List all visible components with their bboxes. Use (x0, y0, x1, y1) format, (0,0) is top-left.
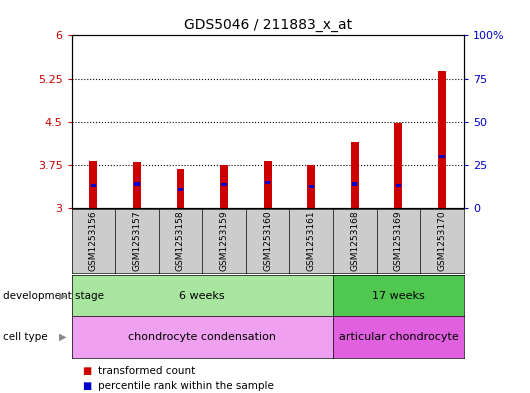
Bar (307, 165, 315, 208)
Text: ▶: ▶ (59, 291, 66, 301)
Text: transformed count: transformed count (98, 366, 195, 376)
Text: chondrocyte condensation: chondrocyte condensation (128, 332, 276, 342)
Text: GSM1253168: GSM1253168 (350, 211, 359, 272)
Bar (438, 71, 446, 208)
Text: GSM1253159: GSM1253159 (219, 211, 228, 272)
Text: ■: ■ (82, 381, 91, 391)
Text: GSM1253161: GSM1253161 (307, 211, 316, 272)
Bar (265, 181, 270, 184)
Bar (396, 184, 401, 187)
Text: GSM1253158: GSM1253158 (176, 211, 185, 272)
Bar (222, 183, 227, 186)
Bar (394, 123, 402, 208)
Text: ▶: ▶ (59, 332, 66, 342)
Bar (90, 161, 98, 208)
Bar (352, 182, 357, 185)
Text: GSM1253170: GSM1253170 (437, 211, 446, 272)
Bar (351, 142, 359, 208)
Text: development stage: development stage (3, 291, 104, 301)
Text: GSM1253160: GSM1253160 (263, 211, 272, 272)
Text: 17 weeks: 17 weeks (372, 291, 425, 301)
Title: GDS5046 / 211883_x_at: GDS5046 / 211883_x_at (183, 18, 352, 31)
Text: GSM1253169: GSM1253169 (394, 211, 403, 272)
Text: 6 weeks: 6 weeks (180, 291, 225, 301)
Bar (220, 165, 228, 208)
Text: percentile rank within the sample: percentile rank within the sample (98, 381, 274, 391)
Text: cell type: cell type (3, 332, 47, 342)
Bar (133, 162, 141, 208)
Text: GSM1253157: GSM1253157 (132, 211, 142, 272)
Text: articular chondrocyte: articular chondrocyte (339, 332, 458, 342)
Text: ■: ■ (82, 366, 91, 376)
Bar (91, 184, 96, 187)
Bar (439, 155, 445, 158)
Text: GSM1253156: GSM1253156 (89, 211, 98, 272)
Bar (134, 182, 139, 185)
Bar (176, 169, 184, 208)
Bar (264, 161, 271, 208)
Bar (178, 188, 183, 191)
Bar (308, 185, 314, 188)
